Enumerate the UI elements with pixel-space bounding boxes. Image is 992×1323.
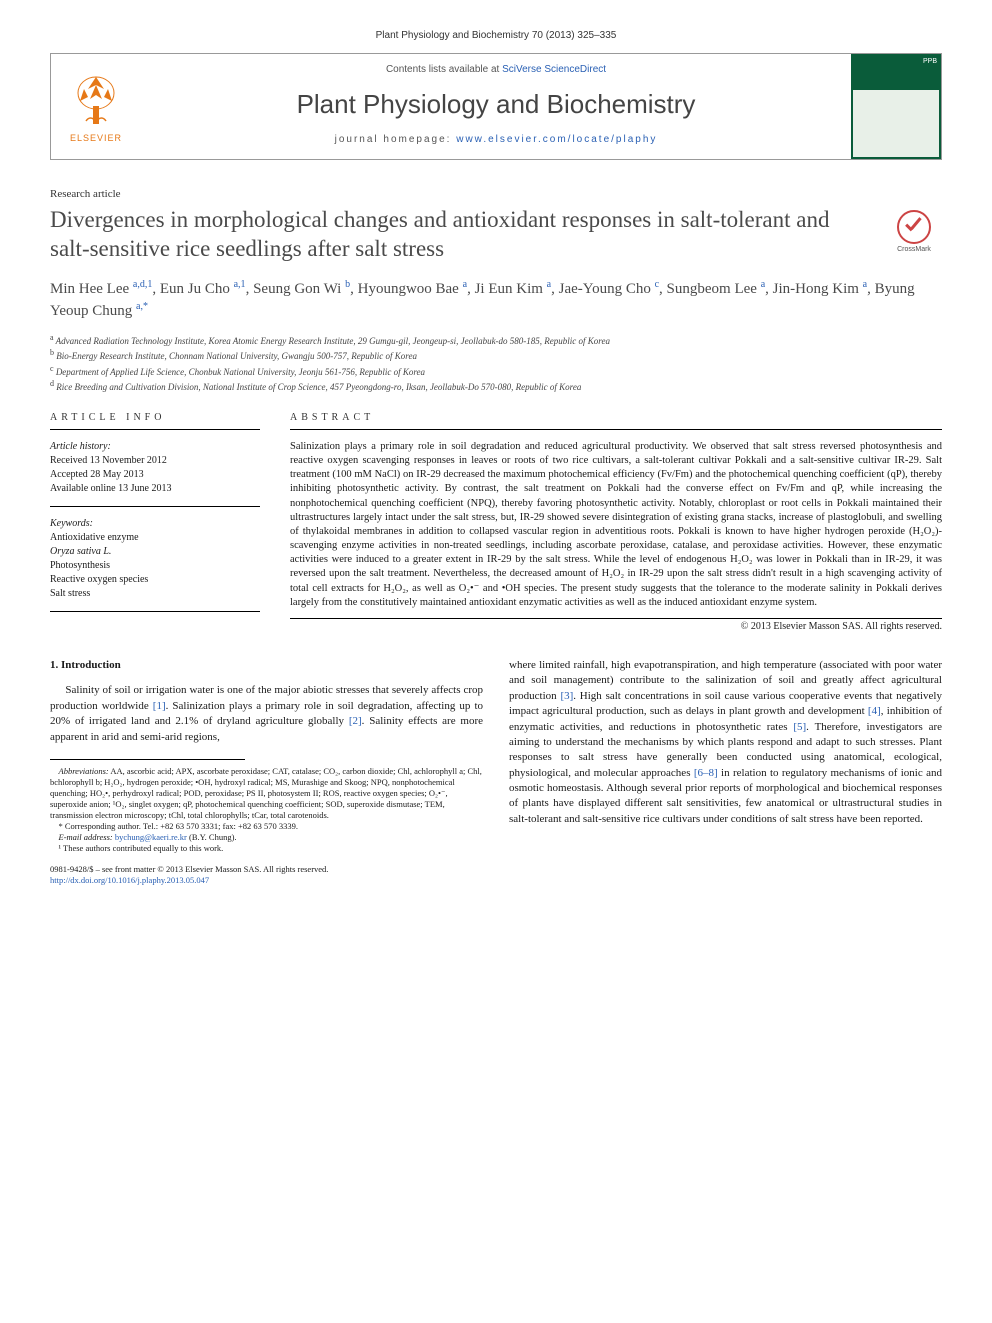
footnotes: Abbreviations: AA, ascorbic acid; APX, a…: [50, 766, 483, 854]
cover-label: PPB: [851, 54, 941, 88]
elsevier-tree-icon: [66, 71, 126, 131]
keyword-item: Oryza sativa L.: [50, 545, 260, 559]
affiliations: a Advanced Radiation Technology Institut…: [50, 332, 942, 394]
homepage-link[interactable]: www.elsevier.com/locate/plaphy: [456, 134, 657, 145]
doi-link[interactable]: http://dx.doi.org/10.1016/j.plaphy.2013.…: [50, 875, 209, 885]
body-columns: 1. Introduction Salinity of soil or irri…: [50, 658, 942, 886]
crossmark-icon: [897, 210, 931, 244]
abstract-text: Salinization plays a primary role in soi…: [290, 440, 942, 619]
email-link[interactable]: bychung@kaeri.re.kr: [115, 832, 187, 842]
intro-heading: 1. Introduction: [50, 658, 483, 673]
accepted-date: Accepted 28 May 2013: [50, 468, 260, 482]
article-info-header: article info: [50, 412, 260, 430]
journal-name: Plant Physiology and Biochemistry: [151, 89, 841, 120]
abstract-column: abstract Salinization plays a primary ro…: [290, 412, 942, 632]
intro-para-1: Salinity of soil or irrigation water is …: [50, 683, 483, 745]
ref-link[interactable]: [5]: [793, 721, 806, 733]
keyword-item: Reactive oxygen species: [50, 573, 260, 587]
corresponding-author: * Corresponding author. Tel.: +82 63 570…: [50, 821, 483, 832]
journal-homepage: journal homepage: www.elsevier.com/locat…: [151, 134, 841, 145]
history-label: Article history:: [50, 440, 260, 454]
contents-available: Contents lists available at SciVerse Sci…: [151, 64, 841, 75]
received-date: Received 13 November 2012: [50, 454, 260, 468]
keyword-item: Antioxidative enzyme: [50, 531, 260, 545]
crossmark-badge[interactable]: CrossMark: [886, 210, 942, 253]
affiliation-b: b Bio-Energy Research Institute, Chonnam…: [50, 347, 942, 363]
equal-contribution: ¹ These authors contributed equally to t…: [50, 843, 483, 854]
article-history: Article history: Received 13 November 20…: [50, 440, 260, 507]
elsevier-logo[interactable]: ELSEVIER: [51, 54, 141, 159]
abstract-header: abstract: [290, 412, 942, 430]
crossmark-label: CrossMark: [886, 246, 942, 253]
front-matter-line: 0981-9428/$ – see front matter © 2013 El…: [50, 864, 483, 875]
article-info-column: article info Article history: Received 1…: [50, 412, 260, 632]
header-center: Contents lists available at SciVerse Sci…: [141, 54, 851, 159]
keywords-block: Keywords: Antioxidative enzymeOryza sati…: [50, 517, 260, 612]
body-column-right: where limited rainfall, high evapotransp…: [509, 658, 942, 886]
affiliation-d: d Rice Breeding and Cultivation Division…: [50, 378, 942, 394]
ref-link[interactable]: [2]: [349, 715, 362, 727]
sciencedirect-link[interactable]: SciVerse ScienceDirect: [502, 64, 606, 75]
homepage-prefix: journal homepage:: [335, 134, 457, 145]
journal-header-box: ELSEVIER Contents lists available at Sci…: [50, 53, 942, 160]
journal-cover-thumb[interactable]: PPB: [851, 54, 941, 159]
cover-image-area: [853, 90, 939, 157]
abbreviations: Abbreviations: AA, ascorbic acid; APX, a…: [50, 766, 483, 821]
keyword-item: Salt stress: [50, 587, 260, 601]
ref-link[interactable]: [4]: [868, 705, 881, 717]
body-column-left: 1. Introduction Salinity of soil or irri…: [50, 658, 483, 886]
affiliation-c: c Department of Applied Life Science, Ch…: [50, 363, 942, 379]
article-type: Research article: [50, 188, 942, 200]
article-title: Divergences in morphological changes and…: [50, 206, 870, 264]
citation-line: Plant Physiology and Biochemistry 70 (20…: [50, 30, 942, 41]
authors: Min Hee Lee a,d,1, Eun Ju Cho a,1, Seung…: [50, 278, 942, 322]
doi-block: 0981-9428/$ – see front matter © 2013 El…: [50, 864, 483, 886]
affiliation-a: a Advanced Radiation Technology Institut…: [50, 332, 942, 348]
ref-link[interactable]: [6–8]: [694, 767, 718, 779]
abstract-copyright: © 2013 Elsevier Masson SAS. All rights r…: [290, 621, 942, 632]
ref-link[interactable]: [3]: [560, 690, 573, 702]
email-line: E-mail address: bychung@kaeri.re.kr (B.Y…: [50, 832, 483, 843]
intro-para-2: where limited rainfall, high evapotransp…: [509, 658, 942, 827]
footnote-rule: [50, 759, 245, 760]
contents-prefix: Contents lists available at: [386, 64, 502, 75]
ref-link[interactable]: [1]: [153, 700, 166, 712]
online-date: Available online 13 June 2013: [50, 482, 260, 496]
keyword-item: Photosynthesis: [50, 559, 260, 573]
elsevier-wordmark: ELSEVIER: [70, 133, 122, 143]
keywords-label: Keywords:: [50, 517, 260, 531]
